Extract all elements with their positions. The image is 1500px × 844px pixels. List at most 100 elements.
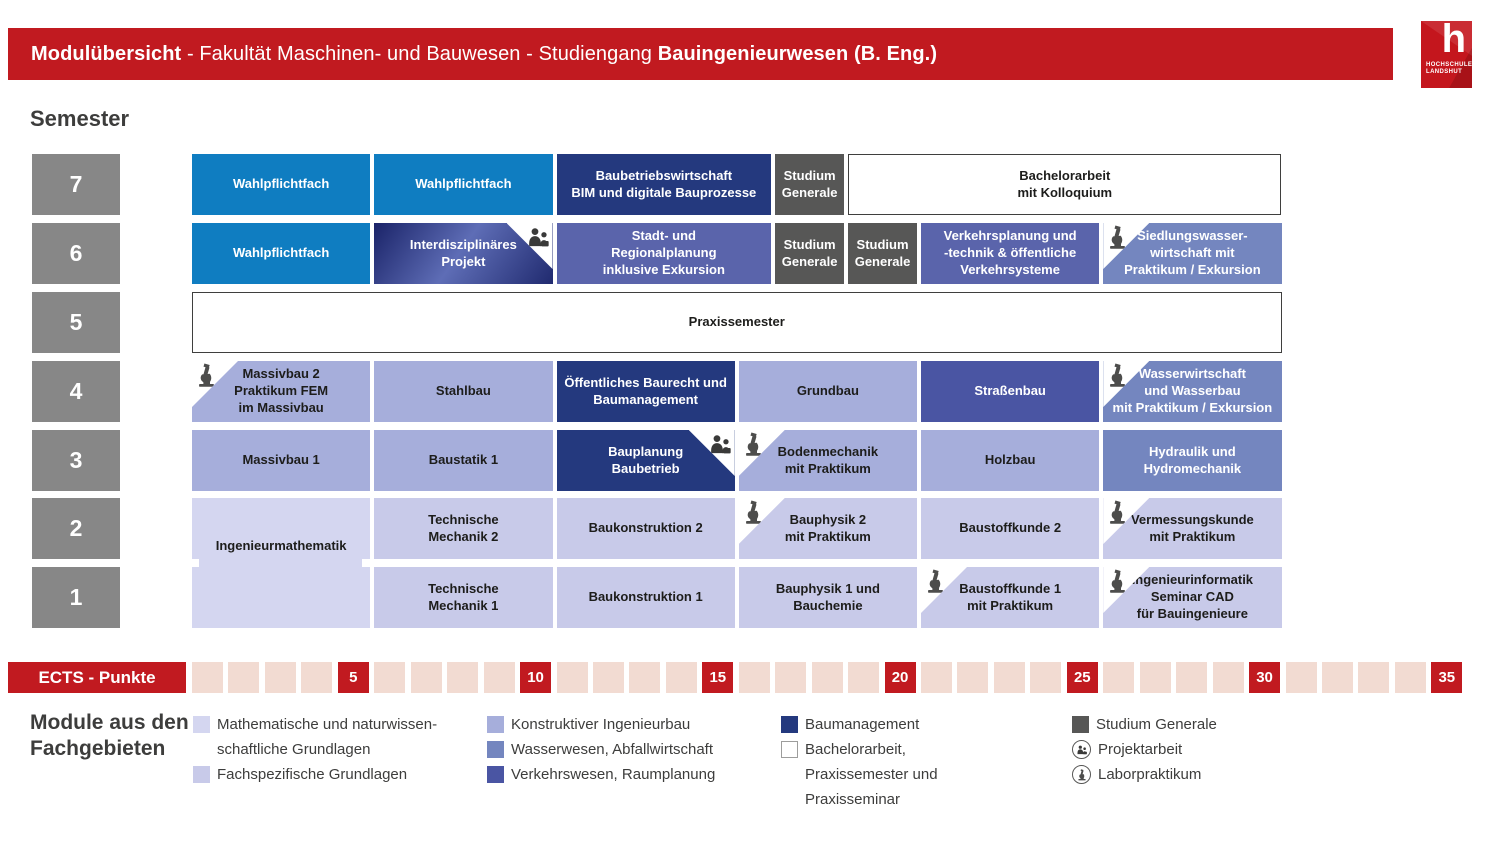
ects-milestone-5: 5 [337, 662, 369, 693]
ects-square [1030, 662, 1062, 693]
ects-milestone-10: 10 [520, 662, 552, 693]
module-label: Bodenmechanik mit Praktikum [777, 443, 879, 476]
legend-label: Wasserwesen, Abfallwirtschaft [511, 741, 714, 758]
module-label: Baukonstruktion 2 [588, 520, 703, 536]
module-label: Baubetriebswirtschaft BIM und digitale B… [571, 167, 757, 200]
legend-swatch-whitebox [781, 741, 798, 758]
module-baustatik-1: Baustatik 1 [374, 430, 553, 491]
projektarbeit-icon [1072, 740, 1091, 759]
ects-square [483, 662, 515, 693]
ects-square [738, 662, 770, 693]
legend-swatch-mathe [193, 716, 210, 733]
ects-square [447, 662, 479, 693]
module-verkehrsplanung-und-technik-öffentliche-verkehrs: Verkehrsplanung und -technik & öffentlic… [921, 223, 1100, 284]
module-straßenbau: Straßenbau [921, 361, 1100, 422]
module-label: Studium Generale [781, 236, 838, 269]
module-wasserwirtschaft-und-wasserbau-mit-praktikum-exk: Wasserwirtschaft und Wasserbau mit Prakt… [1103, 361, 1282, 422]
module-label: Baustoffkunde 2 [959, 520, 1062, 536]
legend-label: Bachelorarbeit, Praxissemester und Praxi… [805, 741, 938, 808]
legend-item: Konstruktiver Ingenieurbau [487, 712, 690, 737]
module-bodenmechanik-mit-praktikum: Bodenmechanik mit Praktikum [738, 430, 917, 491]
ects-square [1176, 662, 1208, 693]
module-massivbau-2-praktikum-fem-im-massivbau: Massivbau 2 Praktikum FEM im Massivbau [192, 361, 371, 422]
module-label: Bachelorarbeit mit Kolloquium [1017, 167, 1113, 200]
legend-item: Verkehrswesen, Raumplanung [487, 762, 715, 787]
legend-label: Projektarbeit [1098, 741, 1183, 758]
ects-square [993, 662, 1025, 693]
module-label: Massivbau 2 Praktikum FEM im Massivbau [234, 366, 329, 415]
legend-swatch-wasser [487, 741, 504, 758]
module-label: Vermessungskunde mit Praktikum [1130, 511, 1254, 544]
module-wahlpflichtfach: Wahlpflichtfach [374, 154, 553, 215]
semester-6-box: 6 [32, 223, 120, 284]
module-label: Stadt- und Regionalplanung inklusive Exk… [602, 228, 725, 277]
row-gap-notch [362, 559, 371, 567]
ects-square [264, 662, 296, 693]
legend-swatch-verkehr [487, 766, 504, 783]
module-label: Massivbau 1 [242, 452, 320, 468]
ects-square [374, 662, 406, 693]
legend-item: Projektarbeit [1072, 737, 1182, 762]
header-title-program: Bauingenieurwesen (B. Eng.) [657, 42, 938, 65]
legend-swatch-fachspez [193, 766, 210, 783]
semester-4-box: 4 [32, 361, 120, 422]
hochschule-landshut-logo: h HOCHSCHULE LANDSHUT [1421, 21, 1472, 88]
ects-milestone-35: 35 [1431, 662, 1463, 693]
ects-milestone-20: 20 [884, 662, 916, 693]
legend-item: Fachspezifische Grundlagen [193, 762, 407, 787]
legend-item: Laborpraktikum [1072, 762, 1201, 787]
logo-h-letter: h [1441, 21, 1466, 61]
module-label: Öffentliches Baurecht und Baumanagement [564, 374, 727, 407]
laborpraktikum-icon [738, 498, 785, 544]
module-wahlpflichtfach: Wahlpflichtfach [192, 154, 371, 215]
ects-square [1358, 662, 1390, 693]
module-label: Holzbau [984, 452, 1036, 468]
module-label: Baukonstruktion 1 [588, 589, 703, 605]
legend-label: Verkehrswesen, Raumplanung [511, 766, 716, 783]
legend-item: Wasserwesen, Abfallwirtschaft [487, 737, 713, 762]
module-holzbau: Holzbau [921, 430, 1100, 491]
ects-square [1212, 662, 1244, 693]
module-studium-generale: Studium Generale [775, 223, 845, 284]
legend-label: Konstruktiver Ingenieurbau [511, 716, 691, 733]
module-öffentliches-baurecht-und-baumanagement: Öffentliches Baurecht und Baumanagement [556, 361, 735, 422]
module-label: Ingenieurinformatik Seminar CAD für Baui… [1131, 572, 1254, 621]
ects-square [1394, 662, 1426, 693]
legend-item: Bachelorarbeit, Praxissemester und Praxi… [781, 737, 938, 812]
legend-label: Baumanagement [805, 716, 920, 733]
semester-3-box: 3 [32, 430, 120, 491]
ects-square [228, 662, 260, 693]
module-vermessungskunde-mit-praktikum: Vermessungskunde mit Praktikum [1103, 498, 1282, 559]
module-studium-generale: Studium Generale [775, 154, 845, 215]
module-baukonstruktion-1: Baukonstruktion 1 [556, 567, 735, 628]
module-label: Siedlungswasser- wirtschaft mit Praktiku… [1124, 228, 1261, 277]
legend-label: Laborpraktikum [1098, 766, 1202, 783]
legend-title: Module aus den Fachgebieten [30, 711, 189, 760]
ects-square [1103, 662, 1135, 693]
legend-swatch-studium [1072, 716, 1089, 733]
module-hydraulik-und-hydromechanik: Hydraulik und Hydromechanik [1103, 430, 1282, 491]
semester-7-box: 7 [32, 154, 120, 215]
module-bauplanung-baubetrieb: Bauplanung Baubetrieb [556, 430, 735, 491]
ects-square [592, 662, 624, 693]
module-label: Wahlpflichtfach [232, 245, 330, 261]
legend-swatch-konstruktiv [487, 716, 504, 733]
legend-label: Studium Generale [1096, 716, 1217, 733]
module-baubetriebswirtschaft-bim-und-digitale-bauprozes: Baubetriebswirtschaft BIM und digitale B… [556, 154, 772, 215]
module-technische-mechanik-1: Technische Mechanik 1 [374, 567, 553, 628]
ects-square [665, 662, 697, 693]
legend-label: Mathematische und naturwissen- schaftlic… [217, 716, 438, 758]
legend-item: Baumanagement [781, 712, 919, 737]
legend-item: Studium Generale [1072, 712, 1217, 737]
module-wahlpflichtfach: Wahlpflichtfach [192, 223, 371, 284]
semester-1-box: 1 [32, 567, 120, 628]
ects-milestone-30: 30 [1249, 662, 1281, 693]
module-bauphysik-2-mit-praktikum: Bauphysik 2 mit Praktikum [738, 498, 917, 559]
ects-square [410, 662, 442, 693]
module-grundbau: Grundbau [738, 361, 917, 422]
module-label: Wahlpflichtfach [232, 176, 330, 192]
module-label: Bauphysik 2 mit Praktikum [784, 511, 871, 544]
ects-square [957, 662, 989, 693]
projektarbeit-icon [688, 430, 735, 476]
